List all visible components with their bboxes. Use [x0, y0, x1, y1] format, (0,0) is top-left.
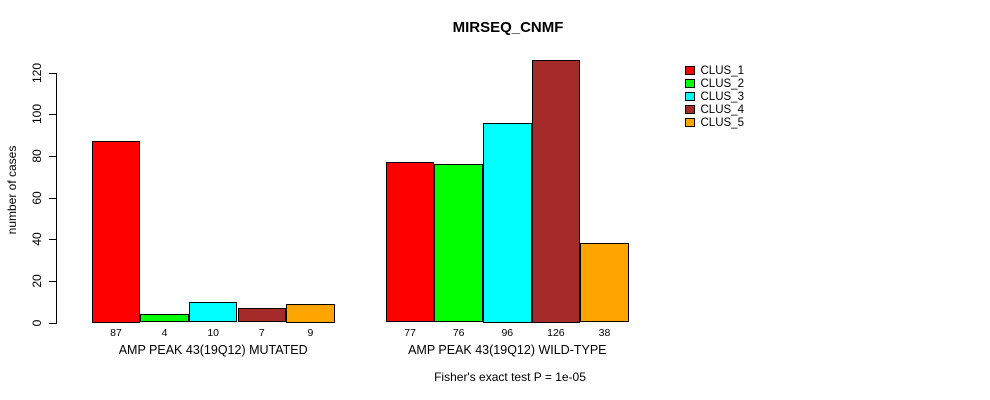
y-tick-label: 0 [30, 319, 44, 326]
bar-clus_1-group2 [385, 162, 435, 323]
bar-value-label: 10 [207, 327, 220, 339]
legend-label: CLUS_3 [700, 90, 744, 103]
bar-value-label: 76 [452, 327, 465, 339]
y-tick-label: 20 [30, 274, 44, 288]
legend-label: CLUS_5 [700, 116, 744, 129]
bar-value-label: 7 [258, 327, 265, 339]
bar-clus_2-group1 [140, 314, 189, 323]
bar-value-label: 126 [547, 327, 565, 339]
bar-value-label: 9 [307, 327, 314, 339]
legend-item-clus_5: CLUS_5 [685, 116, 744, 129]
bar-clus_4-group1 [237, 307, 287, 323]
legend-label: CLUS_4 [700, 103, 744, 116]
group-label-2: AMP PEAK 43(19Q12) WILD-TYPE [408, 343, 607, 357]
chart-title: MIRSEQ_CNMF [452, 19, 564, 36]
y-tick-mark [49, 155, 56, 157]
y-tick-label: 100 [30, 104, 44, 125]
bar-value-label: 87 [110, 327, 122, 339]
y-axis-line [56, 72, 57, 324]
legend-swatch [685, 104, 695, 115]
legend-swatch [685, 65, 695, 76]
bar-clus_2-group2 [434, 164, 483, 323]
y-tick-mark [49, 72, 56, 74]
bar-value-label: 4 [161, 327, 168, 339]
legend: CLUS_1 CLUS_2 CLUS_3 CLUS_4 CLUS_5 [685, 64, 744, 129]
y-tick-label: 80 [30, 149, 44, 163]
bar-clus_3-group1 [188, 301, 238, 323]
y-tick-label: 120 [30, 62, 44, 83]
group-label-1: AMP PEAK 43(19Q12) MUTATED [118, 343, 308, 357]
bar-value-label: 96 [501, 327, 514, 339]
bar-value-label: 38 [598, 327, 611, 339]
legend-item-clus_4: CLUS_4 [685, 103, 744, 116]
bar-clus_1-group1 [91, 141, 141, 323]
y-tick-mark [49, 280, 56, 282]
y-tick-label: 60 [30, 190, 44, 205]
y-tick-mark [49, 239, 56, 241]
bar-clus_4-group2 [531, 60, 581, 323]
legend-label: CLUS_2 [700, 77, 744, 90]
legend-item-clus_3: CLUS_3 [685, 90, 744, 103]
y-tick-mark [49, 197, 56, 199]
bar-clus_5-group2 [580, 243, 629, 323]
legend-item-clus_1: CLUS_1 [685, 64, 744, 77]
bar-clus_3-group2 [483, 122, 532, 323]
legend-item-clus_2: CLUS_2 [685, 77, 744, 90]
fisher-test-annotation: Fisher's exact test P = 1e-05 [434, 370, 586, 384]
bar-value-label: 77 [404, 327, 416, 339]
y-tick-mark [49, 322, 56, 324]
y-axis-label: number of cases [5, 145, 19, 235]
y-tick-label: 40 [30, 232, 44, 246]
y-tick-mark [49, 114, 56, 116]
legend-swatch [685, 78, 695, 89]
legend-swatch [685, 117, 695, 128]
legend-label: CLUS_1 [700, 64, 744, 77]
bar-clus_5-group1 [286, 303, 335, 323]
legend-swatch [685, 91, 695, 102]
